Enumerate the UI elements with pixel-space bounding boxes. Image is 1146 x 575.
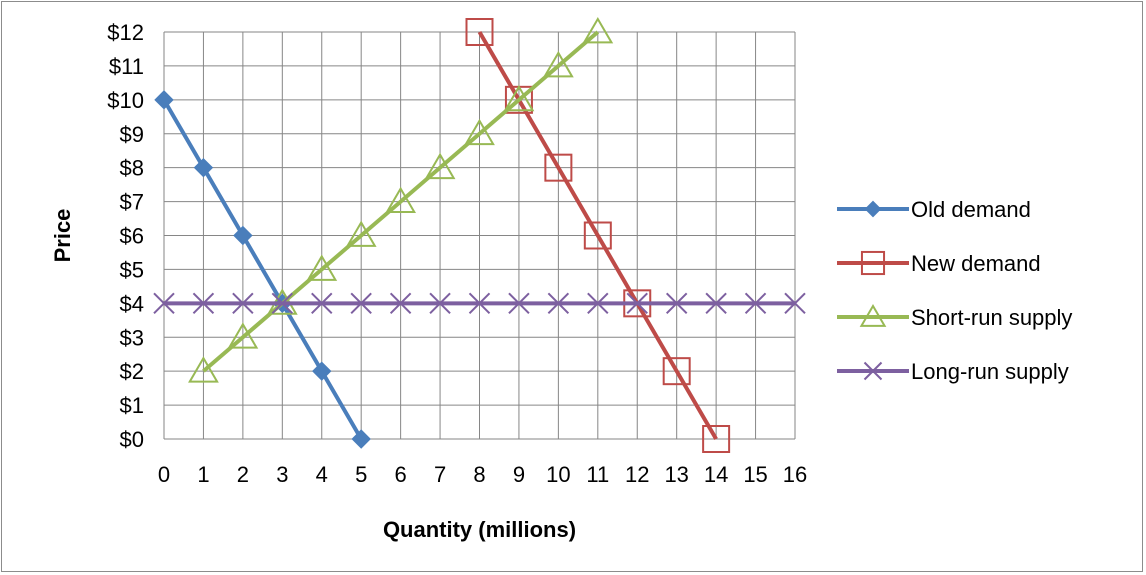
data-point-old-demand [351,429,371,449]
data-point-new-demand [583,221,612,250]
y-tick-label: $1 [120,393,144,418]
x-tick-label: 6 [395,462,407,487]
data-point-long-run-supply [153,292,175,315]
x-tick-label: 15 [743,462,767,487]
data-point-short-run-supply [503,84,535,112]
data-point-long-run-supply [547,292,570,315]
legend-label: Short-run supply [911,305,1072,330]
y-tick-label: $0 [120,427,144,452]
legend-swatch-marker [859,303,887,327]
data-point-long-run-supply [429,292,451,315]
data-point-short-run-supply [582,17,614,44]
x-tick-label: 13 [664,462,688,487]
x-tick-label: 3 [276,462,288,487]
x-tick-label: 2 [237,462,249,487]
data-point-short-run-supply [385,186,417,213]
x-tick-label: 7 [434,462,446,487]
grid [163,31,796,440]
data-point-old-demand [193,157,214,178]
y-tick-label: $8 [120,156,144,181]
x-tick-label: 14 [704,462,728,487]
data-point-long-run-supply [192,292,215,315]
data-point-old-demand [154,90,174,110]
data-point-short-run-supply [464,118,495,146]
data-point-long-run-supply [389,292,412,315]
data-point-short-run-supply [227,322,259,349]
data-point-long-run-supply [784,292,806,315]
data-point-short-run-supply [424,152,456,180]
y-tick-label: $2 [120,359,144,384]
y-tick-label: $6 [120,224,144,249]
legend-swatch-marker [864,200,882,218]
legend-item-short-run-supply: Short-run supply [837,303,1072,330]
y-tick-label: $3 [120,325,144,350]
y-tick-label: $4 [120,291,144,316]
data-point-old-demand [233,225,253,246]
data-point-long-run-supply [744,292,767,315]
data-point-long-run-supply [232,292,254,315]
legend-label: Long-run supply [911,359,1069,384]
x-axis-title: Quantity (millions) [383,517,576,542]
series-layer [153,17,806,453]
data-point-short-run-supply [345,220,377,247]
y-tick-label: $10 [107,88,144,113]
data-point-long-run-supply [271,292,294,315]
data-point-short-run-supply [188,356,219,383]
x-tick-label: 10 [546,462,570,487]
data-point-new-demand [662,357,691,386]
data-point-long-run-supply [587,292,609,315]
data-point-new-demand [465,18,494,46]
y-tick-labels: $0 $1 $2 $3 $4 $5 $6 $7 $8 $9 $10 $11 $12 [107,20,144,452]
legend-label: New demand [911,251,1041,276]
y-axis-title: Price [50,209,75,263]
data-point-short-run-supply [542,50,574,78]
data-point-long-run-supply [705,292,727,315]
legend-swatch-marker [860,250,886,276]
x-tick-label: 8 [473,462,485,487]
x-tick-label: 1 [197,462,209,487]
data-point-long-run-supply [665,292,688,315]
legend-label: Old demand [911,197,1031,222]
x-tick-label: 12 [625,462,649,487]
x-tick-label: 0 [158,462,170,487]
y-tick-label: $12 [107,20,144,45]
x-tick-label: 11 [586,462,609,487]
x-tick-label: 5 [355,462,367,487]
x-tick-labels: 0 1 2 3 4 5 6 7 8 9 10 11 12 13 14 15 16 [158,462,807,487]
data-point-long-run-supply [626,292,648,315]
legend-item-new-demand: New demand [837,250,1041,276]
legend: Old demand New demand Short-run supply Long… [837,197,1072,384]
data-point-old-demand [312,361,332,381]
data-point-long-run-supply [468,292,491,315]
data-point-long-run-supply [350,292,372,315]
data-point-long-run-supply [311,292,333,315]
legend-item-old-demand: Old demand [837,197,1031,222]
x-tick-label: 16 [783,462,807,487]
x-tick-label: 4 [316,462,328,487]
y-tick-label: $5 [120,257,144,282]
series-line-old-demand [162,98,363,441]
legend-item-long-run-supply: Long-run supply [837,359,1069,384]
legend-swatch-marker [863,361,883,381]
data-point-new-demand [544,153,573,182]
y-tick-label: $11 [109,54,144,79]
y-tick-label: $9 [120,122,144,147]
y-tick-label: $7 [120,190,144,215]
data-point-new-demand [702,425,731,453]
x-tick-label: 9 [513,462,525,487]
series-long-run-supply [153,292,806,315]
data-point-short-run-supply [306,254,338,281]
data-point-long-run-supply [508,292,530,315]
